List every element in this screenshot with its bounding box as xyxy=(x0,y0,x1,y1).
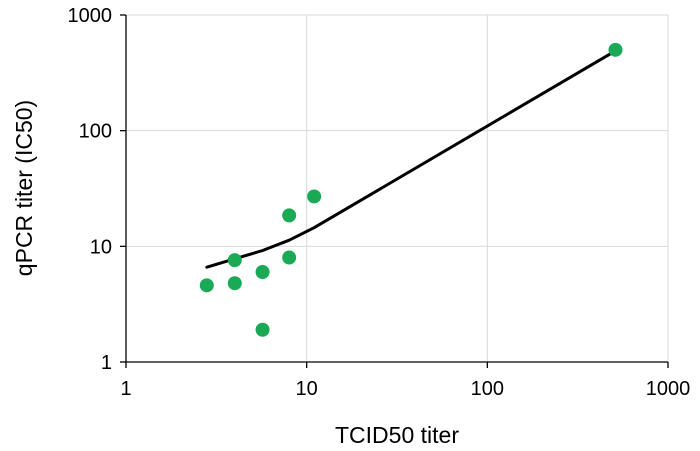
grid xyxy=(126,14,669,362)
axes xyxy=(120,14,669,368)
data-point xyxy=(255,322,270,337)
data-point xyxy=(282,208,297,223)
y-tick-label: 100 xyxy=(79,121,112,143)
x-tick-label: 10 xyxy=(296,378,318,400)
x-tick-label: 1 xyxy=(120,378,131,400)
y-tick-label: 1000 xyxy=(68,5,113,27)
data-point xyxy=(199,278,214,293)
data-point xyxy=(307,189,322,204)
series xyxy=(199,42,623,337)
x-tick-label: 100 xyxy=(471,378,504,400)
data-point xyxy=(227,276,242,291)
data-point xyxy=(227,253,242,268)
data-point xyxy=(255,264,270,279)
y-tick-label: 1 xyxy=(101,352,112,374)
y-tick-label: 10 xyxy=(90,236,112,258)
data-point xyxy=(608,42,623,57)
y-axis-title: qPCR titer (IC50) xyxy=(11,100,37,276)
x-axis-title: TCID50 titer xyxy=(335,422,459,448)
data-point xyxy=(282,250,297,265)
x-tick-label: 1000 xyxy=(646,378,691,400)
tick-labels: 1 10 100 1000 1 10 100 1000 xyxy=(68,5,691,400)
trend-line xyxy=(205,49,617,269)
